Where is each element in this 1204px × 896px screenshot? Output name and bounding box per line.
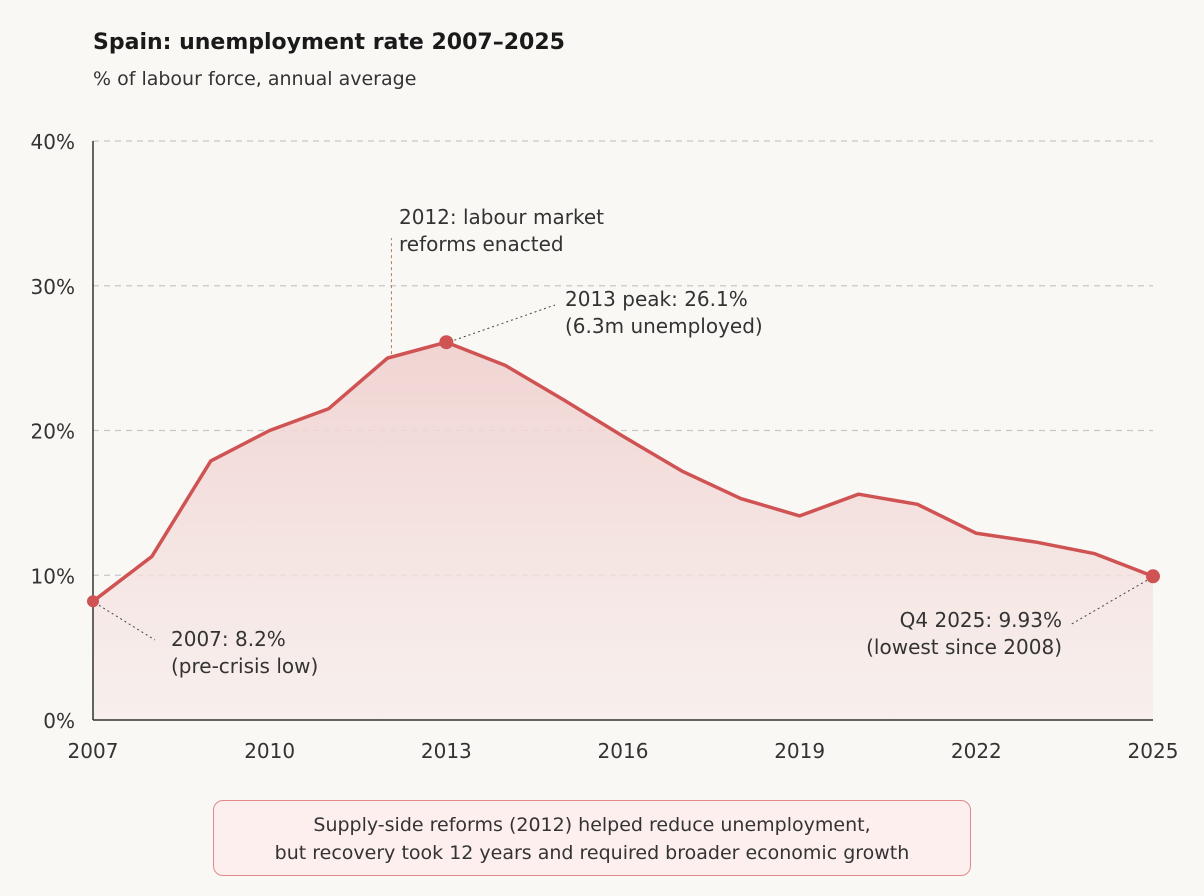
x-tick-label: 2016 [598,739,649,763]
summary-note: Supply-side reforms (2012) helped reduce… [213,800,971,876]
annotation-2013-peak: (6.3m unemployed) [565,314,763,338]
annotation-leader-2007 [98,604,156,641]
annotation-2013-peak: 2013 peak: 26.1% [565,287,748,311]
x-tick-label: 2022 [951,739,1002,763]
y-tick-label: 40% [31,130,75,154]
x-tick-label: 2007 [68,739,119,763]
y-tick-label: 30% [31,275,75,299]
y-tick-label: 10% [31,564,75,588]
area-fill [93,342,1153,720]
annotation-2007-low: (pre-crisis low) [171,654,318,678]
annotation-2012-reforms: reforms enacted [399,232,564,256]
y-tick-label: 20% [31,420,75,444]
chart-title: Spain: unemployment rate 2007–2025 [93,30,565,55]
chart-subtitle: % of labour force, annual average [93,68,417,90]
annotation-2025-latest: (lowest since 2008) [866,635,1062,659]
annotation-2025-latest: Q4 2025: 9.93% [900,608,1062,632]
x-tick-label: 2025 [1128,739,1179,763]
x-tick-label: 2013 [421,739,472,763]
x-tick-label: 2019 [774,739,825,763]
x-tick-label: 2010 [244,739,295,763]
annotation-2012-reforms: 2012: labour market [399,205,604,229]
note-line-2: but recovery took 12 years and required … [274,842,910,864]
end-marker [1146,569,1160,584]
annotation-leader-2013 [454,304,556,341]
annotation-2007-low: 2007: 8.2% [171,627,286,651]
y-tick-label: 0% [43,709,75,733]
note-line-1: Supply-side reforms (2012) helped reduce… [313,814,871,836]
peak-marker [439,335,454,350]
start-marker [87,595,99,608]
